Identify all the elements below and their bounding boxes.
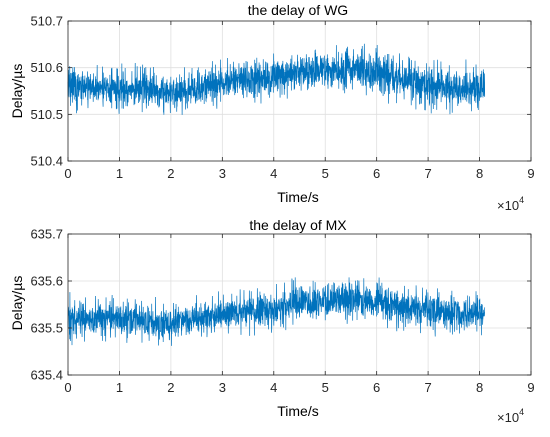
x-tick-label: 7 [424, 166, 431, 181]
x-tick-label: 5 [322, 166, 329, 181]
x-axis-label: Time/s [277, 403, 318, 419]
y-tick-label: 635.7 [30, 227, 63, 242]
y-tick-label: 635.6 [30, 274, 63, 289]
x-axis-multiplier: ×104 [497, 407, 524, 425]
y-tick-label: 510.4 [30, 154, 63, 169]
series-line [67, 277, 486, 346]
series-line [67, 43, 486, 115]
x-tick-label: 0 [64, 380, 71, 395]
x-tick-label: 1 [116, 380, 123, 395]
x-tick-label: 2 [167, 166, 174, 181]
y-tick-label: 510.5 [30, 107, 63, 122]
y-tick-label: 635.4 [30, 368, 63, 383]
x-tick-label: 6 [373, 380, 380, 395]
grid [68, 234, 531, 375]
x-tick-label: 9 [527, 380, 534, 395]
chart-title: the delay of WG [248, 2, 348, 18]
x-tick-label: 3 [219, 166, 226, 181]
axes-box [67, 20, 532, 162]
y-tick-label: 635.5 [30, 321, 63, 336]
x-axis-label: Time/s [277, 189, 318, 205]
x-tick-label: 6 [373, 166, 380, 181]
x-tick-label: 4 [270, 380, 277, 395]
x-tick-label: 7 [424, 380, 431, 395]
y-tick-label: 510.6 [30, 60, 63, 75]
y-axis-label: Delay/µs [9, 276, 25, 331]
x-tick-label: 2 [167, 380, 174, 395]
x-tick-label: 8 [476, 166, 483, 181]
x-tick-label: 9 [527, 166, 534, 181]
y-axis-label: Delay/µs [9, 64, 25, 119]
x-tick-label: 1 [116, 166, 123, 181]
plot-panel-mx: the delay of MX Delay/µs Time/s ×104 0 1 2… [9, 217, 535, 425]
x-tick-label: 8 [476, 380, 483, 395]
x-tick-label: 5 [322, 380, 329, 395]
y-tick-label: 510.7 [30, 14, 63, 29]
x-axis-multiplier: ×104 [497, 195, 524, 213]
x-tick-label: 3 [219, 380, 226, 395]
axes-box [67, 233, 532, 376]
chart-title: the delay of MX [249, 217, 347, 233]
x-tick-label: 4 [270, 166, 277, 181]
plot-panel-wg: the delay of WG Delay/µs Time/s ×104 0 1 2… [9, 2, 535, 213]
x-tick-label: 0 [64, 166, 71, 181]
